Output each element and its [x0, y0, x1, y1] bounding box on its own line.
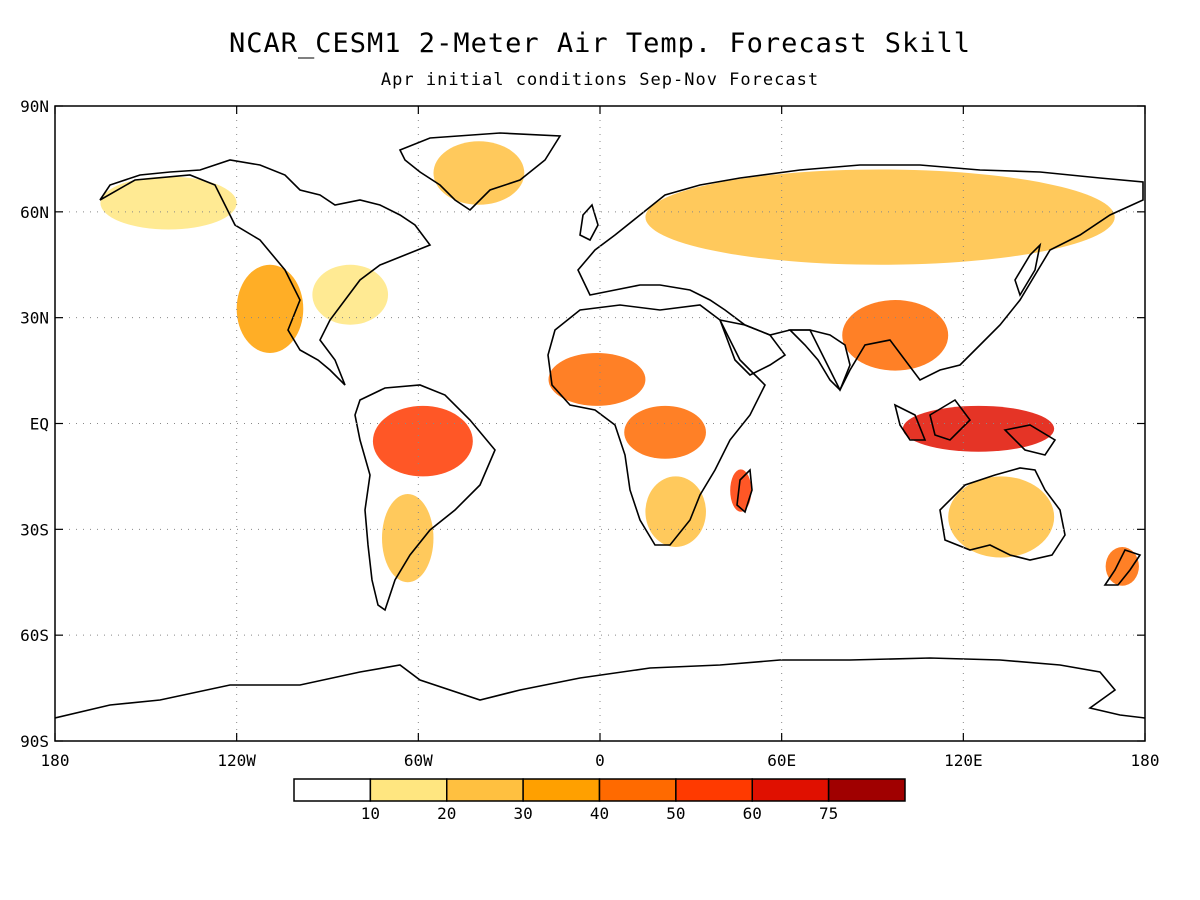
- lon-tick-label: 60W: [404, 751, 433, 770]
- colorbar-label: 20: [437, 804, 456, 823]
- map-subtitle: Apr initial conditions Sep-Nov Forecast: [380, 70, 820, 90]
- lon-tick-label: 120E: [944, 751, 983, 770]
- colorbar-label: 30: [513, 804, 532, 823]
- colorbar-swatch: [293, 778, 372, 802]
- coastlines: [55, 132, 1145, 719]
- lat-tick-label: 30N: [20, 309, 49, 328]
- lat-tick-label: 60N: [20, 203, 49, 222]
- indonesia-outline: [893, 398, 1057, 456]
- australia-outline: [939, 467, 1066, 561]
- colorbar-label: 10: [361, 804, 380, 823]
- axis-ticks: [54, 105, 1146, 742]
- india-outline: [788, 329, 851, 392]
- skill-region-new-zealand: [1105, 546, 1139, 586]
- lon-tick-label: 60E: [767, 751, 796, 770]
- skill-region-southern-africa: [645, 476, 706, 547]
- skill-region-west-africa: [548, 352, 646, 406]
- skill-shading: [100, 141, 1139, 586]
- skill-region-maritime-continent: [902, 405, 1055, 452]
- colorbar-swatch: [598, 778, 677, 802]
- skill-region-amazon: [372, 405, 473, 477]
- skill-region-alaska-canada-west: [100, 176, 237, 230]
- skill-region-greenland: [433, 141, 525, 205]
- skill-region-central-africa: [624, 405, 706, 459]
- skill-region-india-china: [842, 300, 949, 371]
- lat-tick-label: 30S: [20, 520, 49, 539]
- colorbar-label: 60: [743, 804, 762, 823]
- colorbar-swatch: [522, 778, 601, 802]
- skill-region-western-us-mexico: [236, 264, 304, 353]
- lon-tick-label: 120W: [217, 751, 256, 770]
- lon-tick-label: 180: [41, 751, 70, 770]
- skill-region-australia: [948, 476, 1055, 558]
- lon-tick-labels: 180 120W 60W 0 60E 120E 180: [41, 751, 1160, 770]
- south-america-outline: [354, 384, 496, 612]
- colorbar-swatch: [369, 778, 448, 802]
- map-title: NCAR_CESM1 2-Meter Air Temp. Forecast Sk…: [229, 28, 971, 59]
- lat-tick-label: 90N: [20, 97, 49, 116]
- lat-tick-label: 90S: [20, 732, 49, 751]
- colorbar-swatch: [827, 778, 906, 802]
- skill-region-south-america-south: [382, 494, 434, 583]
- skill-region-madagascar: [730, 469, 752, 512]
- lat-tick-label: 60S: [20, 626, 49, 645]
- new-zealand-outline: [1103, 549, 1142, 586]
- africa-outline: [547, 304, 766, 546]
- skill-region-eastern-us: [312, 264, 389, 325]
- colorbar-label: 40: [590, 804, 609, 823]
- madagascar-outline: [736, 468, 753, 514]
- colorbar-swatch: [675, 778, 753, 802]
- greenland-outline: [398, 132, 562, 212]
- north-america-outline: [99, 159, 432, 386]
- britain-outline: [579, 203, 599, 242]
- lat-tick-label: EQ: [30, 415, 49, 434]
- skill-region-eurasia-north: [645, 169, 1115, 265]
- arabia-outline: [718, 318, 787, 376]
- japan-outline: [1014, 242, 1042, 297]
- colorbar-swatch: [751, 778, 830, 802]
- lat-tick-labels: 90N 60N 30N EQ 30S 60S 90S: [20, 97, 49, 751]
- lon-tick-label: 0: [595, 751, 605, 770]
- colorbar-label: 50: [666, 804, 685, 823]
- lon-tick-label: 180: [1131, 751, 1160, 770]
- antarctica-outline: [55, 657, 1145, 719]
- colorbar: 10 20 30 40 50 60 75: [293, 778, 906, 823]
- colorbar-swatch: [446, 778, 524, 802]
- graticule: [55, 106, 1145, 741]
- colorbar-label: 75: [819, 804, 838, 823]
